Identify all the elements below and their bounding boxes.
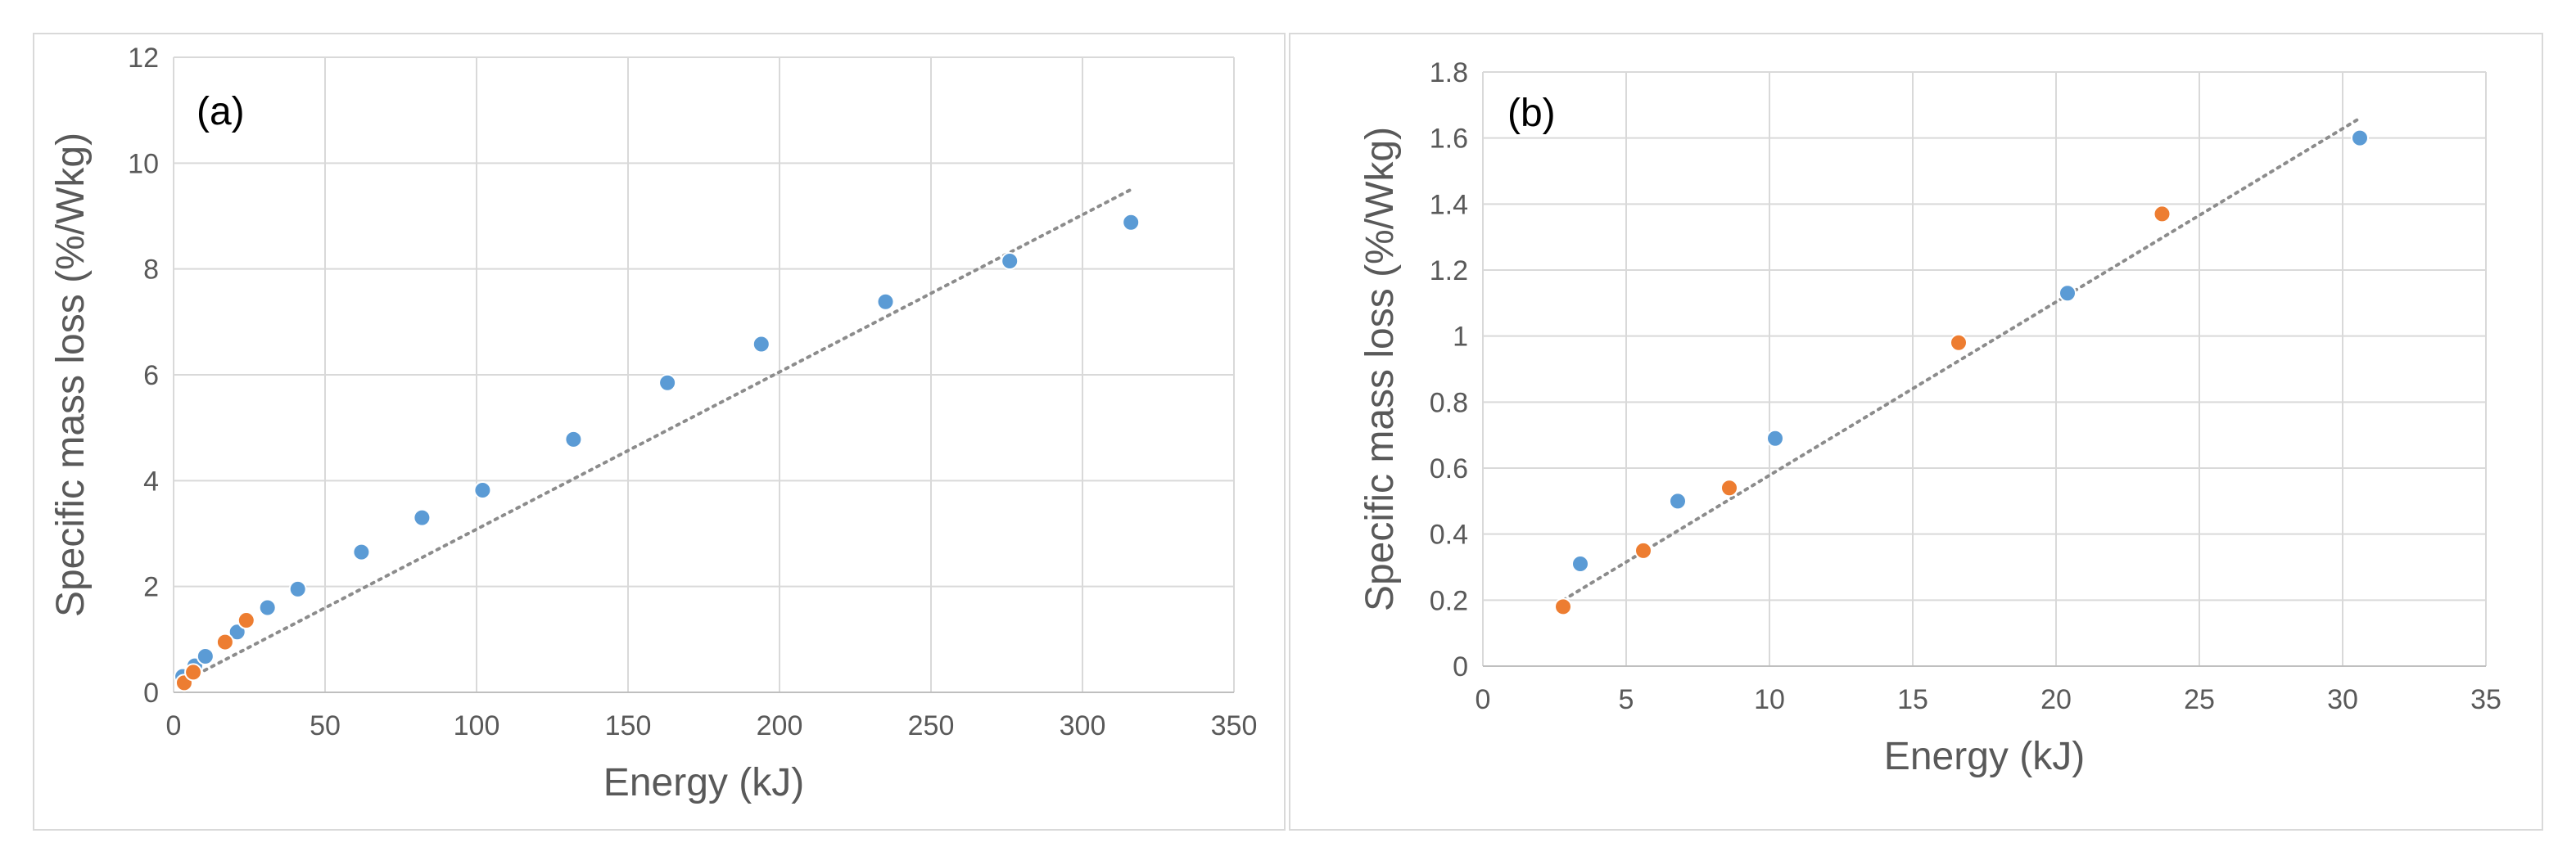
chart-b-point-orange-0 — [1554, 597, 1572, 616]
chart-b-point-orange-2 — [1720, 479, 1738, 498]
chart-a-point-blue-12 — [876, 292, 895, 311]
chart-b-xtick-label-7: 35 — [2470, 684, 2501, 715]
chart-a-point-orange-1 — [184, 663, 203, 682]
chart-a-point-blue-3 — [228, 623, 246, 642]
chart-b-ytick-label-7: 1.4 — [1430, 189, 1468, 220]
chart-a-svg: 0 2 4 6 8 10 12 0 50 100 150 200 250 300 350 Energy (kJ… — [49, 43, 1258, 804]
chart-a-ytick-label-2: 4 — [143, 466, 159, 497]
chart-a-point-blue-13 — [1001, 251, 1019, 270]
chart-a-point-blue-8 — [473, 480, 492, 499]
chart-a-trendline — [181, 187, 1133, 684]
chart-a-xtick-label-4: 200 — [757, 710, 803, 741]
chart-b-point-orange-4 — [2153, 205, 2172, 223]
chart-a-point-blue-2 — [196, 647, 215, 666]
chart-b-ytick-label-9: 1.8 — [1430, 57, 1468, 88]
chart-a-point-orange-3 — [237, 611, 255, 630]
chart-a-xtick-label-0: 0 — [166, 710, 182, 741]
chart-b-point-blue-3 — [2059, 284, 2077, 303]
chart-a-point-blue-10 — [658, 373, 677, 392]
chart-b-ytick-label-2: 0.4 — [1430, 520, 1468, 551]
chart-a-point-blue-6 — [352, 543, 371, 561]
chart-panel-a: 0 2 4 6 8 10 12 0 50 100 150 200 250 300 350 Energy (kJ… — [33, 33, 1286, 831]
chart-a-panel-label: (a) — [197, 90, 245, 133]
chart-a-xtick-label-5: 250 — [908, 710, 955, 741]
chart-a-xtick-label-6: 300 — [1060, 710, 1106, 741]
chart-a-xtick-label-3: 150 — [605, 710, 652, 741]
chart-b-point-blue-4 — [2351, 128, 2369, 147]
chart-b-ytick-label-6: 1.2 — [1430, 255, 1468, 286]
chart-b-ytick-label-5: 1 — [1453, 322, 1468, 353]
chart-a-ytick-label-1: 2 — [143, 572, 159, 603]
chart-a-point-blue-11 — [752, 335, 771, 354]
chart-a-xaxis-title: Energy (kJ) — [603, 761, 804, 804]
chart-a-point-blue-4 — [258, 598, 277, 617]
chart-a-ytick-label-4: 8 — [143, 255, 159, 286]
chart-b-point-blue-2 — [1766, 429, 1784, 448]
chart-b-xtick-label-2: 10 — [1754, 684, 1785, 715]
chart-b-yaxis-title: Specific mass loss (%/Wkg) — [1358, 127, 1402, 611]
chart-a-point-blue-7 — [413, 508, 432, 527]
chart-b-xtick-label-0: 0 — [1476, 684, 1491, 715]
chart-b-point-blue-0 — [1571, 554, 1589, 573]
chart-a-xtick-label-1: 50 — [310, 710, 341, 741]
chart-a-ytick-label-5: 10 — [128, 148, 159, 179]
chart-b-svg: 0 0.2 0.4 0.6 0.8 1 1.2 1.4 1.6 1.8 0 5 10 15 20 25 30 35… — [1358, 57, 2501, 778]
chart-b-point-blue-1 — [1669, 492, 1687, 511]
chart-a-point-blue-14 — [1122, 213, 1141, 232]
chart-b-ytick-label-4: 0.8 — [1430, 387, 1468, 418]
chart-b-xaxis-title: Energy (kJ) — [1884, 735, 2085, 778]
chart-b-ytick-label-0: 0 — [1453, 651, 1468, 683]
chart-a-xtick-label-7: 350 — [1211, 710, 1258, 741]
chart-a-yaxis-title: Specific mass loss (%/Wkg) — [49, 133, 93, 617]
chart-a-point-blue-5 — [288, 579, 307, 598]
chart-b-point-orange-3 — [1950, 333, 1968, 352]
chart-b-ytick-label-1: 0.2 — [1430, 585, 1468, 616]
chart-b-trendline — [1561, 116, 2361, 602]
chart-a-ytick-label-3: 6 — [143, 360, 159, 391]
chart-a-point-blue-9 — [564, 430, 583, 448]
chart-b-xtick-label-5: 25 — [2184, 684, 2215, 715]
chart-b-point-orange-1 — [1634, 541, 1652, 560]
chart-b-xtick-label-4: 20 — [2040, 684, 2072, 715]
chart-b-xtick-label-3: 15 — [1897, 684, 1928, 715]
chart-panel-b: 0 0.2 0.4 0.6 0.8 1 1.2 1.4 1.6 1.8 0 5 10 15 20 25 30 35… — [1289, 33, 2543, 831]
chart-b-panel-label: (b) — [1507, 92, 1556, 135]
chart-b-ytick-label-3: 0.6 — [1430, 453, 1468, 484]
chart-a-point-orange-2 — [215, 633, 234, 651]
chart-a-ytick-label-0: 0 — [143, 678, 159, 709]
chart-a-xtick-label-2: 100 — [454, 710, 500, 741]
chart-a-ytick-label-6: 12 — [128, 43, 159, 74]
chart-b-xtick-label-6: 30 — [2327, 684, 2358, 715]
chart-b-ytick-label-8: 1.6 — [1430, 124, 1468, 155]
chart-b-xtick-label-1: 5 — [1619, 684, 1634, 715]
